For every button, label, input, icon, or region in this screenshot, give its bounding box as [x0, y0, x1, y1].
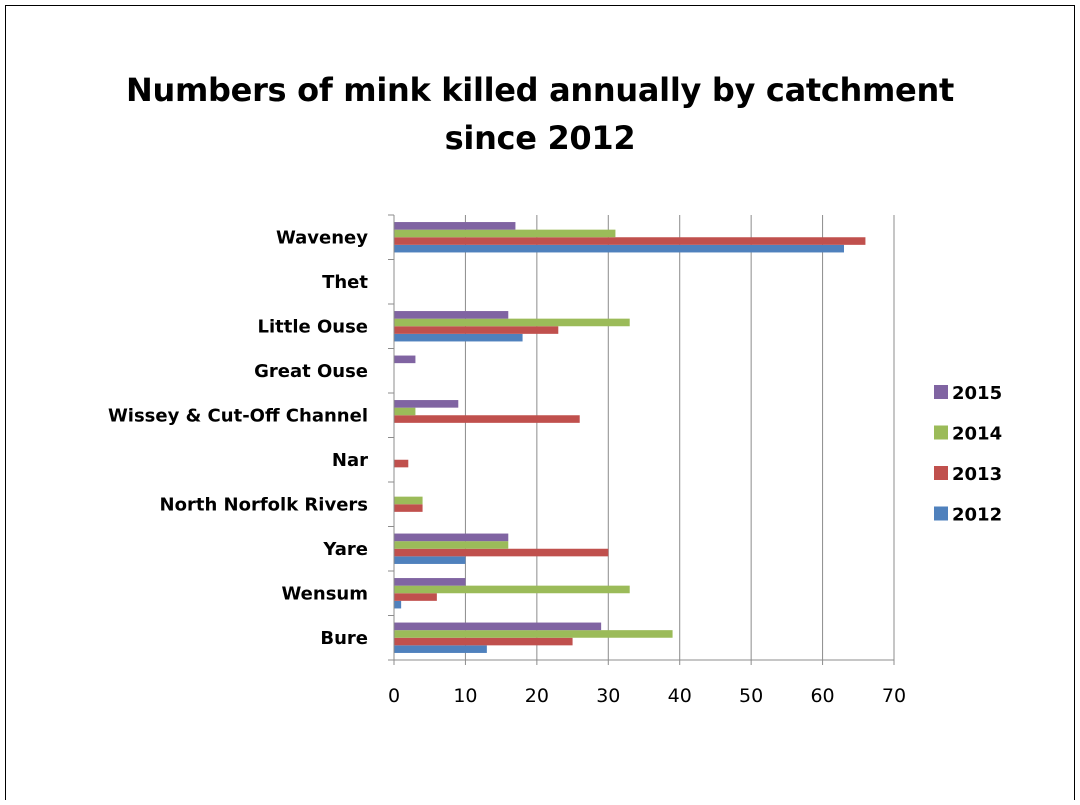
bar-2014: [394, 541, 509, 549]
legend-label: 2012: [952, 505, 1002, 526]
bar-2012: [394, 333, 523, 342]
bar-2015: [394, 400, 459, 408]
x-tick-label: 40: [668, 685, 692, 707]
bar-2014: [394, 496, 423, 505]
x-tick-label: 50: [739, 685, 763, 707]
bar-2014: [394, 630, 673, 638]
bar-2012: [394, 556, 466, 564]
category-label: Wissey & Cut-Off Channel: [108, 405, 368, 426]
category-label: Wensum: [281, 583, 368, 604]
bar-2013: [394, 593, 437, 601]
bar-2012: [394, 645, 487, 653]
legend-label: 2015: [952, 383, 1002, 404]
bar-2013: [394, 326, 559, 334]
legend-label: 2014: [952, 424, 1002, 445]
bar-2015: [394, 533, 509, 542]
bar-2015: [394, 222, 516, 230]
legend-label: 2013: [952, 464, 1002, 485]
x-tick-label: 70: [882, 685, 906, 707]
category-label: Bure: [320, 628, 368, 649]
x-tick-label: 0: [388, 685, 400, 707]
bar-2012: [394, 600, 402, 609]
legend-swatch: [934, 425, 948, 440]
bar-2015: [394, 355, 416, 364]
bar-2015: [394, 311, 509, 319]
category-label: Thet: [322, 272, 368, 293]
bar-2014: [394, 407, 416, 416]
bar-2014: [394, 229, 616, 238]
bar-2015: [394, 578, 466, 586]
x-tick-label: 20: [525, 685, 549, 707]
bar-2014: [394, 318, 630, 327]
bar-2013: [394, 415, 580, 423]
bar-2012: [394, 244, 844, 253]
x-tick-label: 10: [453, 685, 477, 707]
bar-2015: [394, 622, 602, 631]
category-label: Waveney: [276, 227, 368, 248]
x-tick-label: 30: [596, 685, 620, 707]
x-tick-label: 60: [810, 685, 834, 707]
bar-2013: [394, 637, 573, 646]
chart-title: Numbers of mink killed annually by catch…: [126, 71, 954, 157]
legend-swatch: [934, 506, 948, 521]
legend-swatch: [934, 385, 948, 399]
bar-2013: [394, 237, 866, 245]
bar-2013: [394, 548, 609, 557]
category-label: Little Ouse: [257, 316, 368, 337]
category-label: Nar: [332, 450, 368, 471]
category-label: Great Ouse: [254, 361, 368, 382]
category-label: Yare: [322, 539, 368, 560]
slide-frame: [5, 5, 1075, 800]
category-label: North Norfolk Rivers: [160, 494, 368, 515]
bar-2013: [394, 504, 423, 512]
bar-2014: [394, 585, 630, 594]
bar-2013: [394, 459, 409, 468]
legend-swatch: [934, 466, 948, 480]
